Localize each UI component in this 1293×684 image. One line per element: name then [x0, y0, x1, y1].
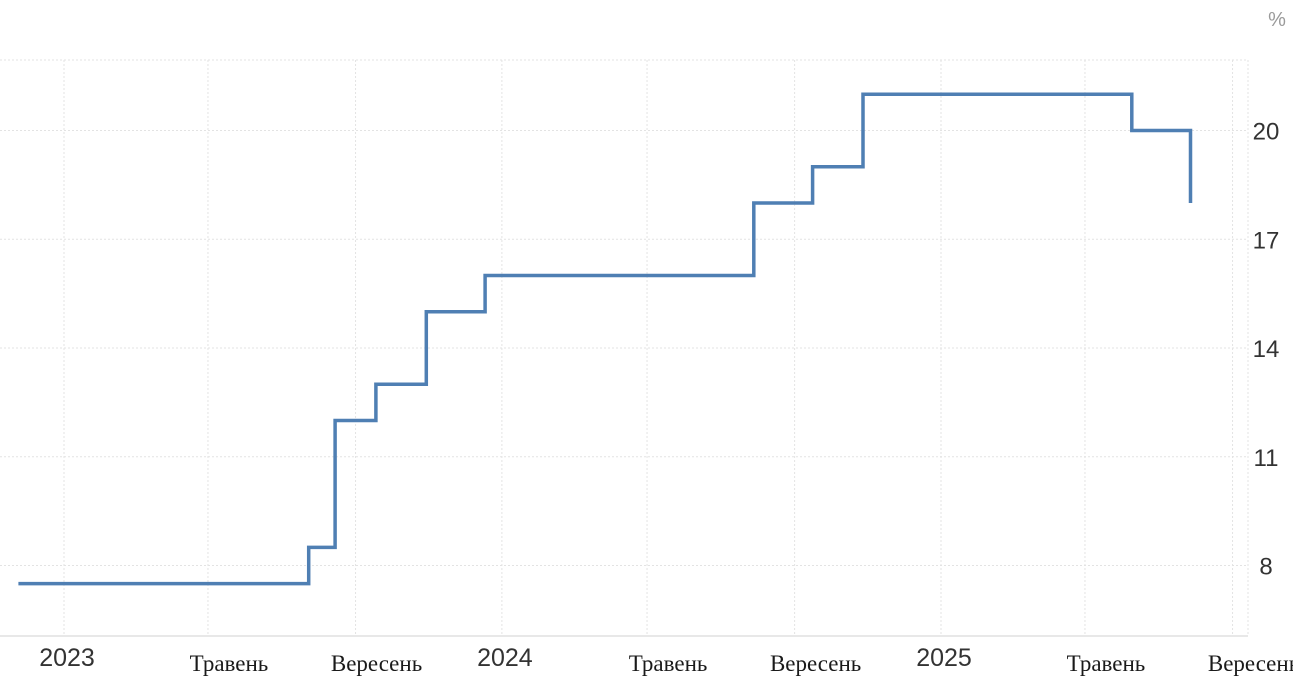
grid	[0, 59, 1249, 636]
x-tick-label-month: Травень	[629, 651, 708, 676]
y-tick-label: 8	[1259, 554, 1272, 581]
x-tick-label-month: Травень	[190, 651, 269, 676]
y-tick-label: 17	[1253, 227, 1280, 254]
x-tick-label-year: 2024	[477, 644, 533, 672]
y-tick-label: 11	[1254, 445, 1279, 472]
x-axis-labels: 2023 Травень Вересень 2024 Травень Вересень 20…	[39, 644, 1293, 676]
x-tick-label-year: 2023	[39, 644, 95, 672]
y-axis-labels: 8 11 14 17 20	[1253, 119, 1280, 581]
series-line	[18, 92, 1193, 586]
y-axis-unit-label: %	[1268, 9, 1286, 31]
y-tick-label: 20	[1253, 119, 1280, 146]
x-tick-label-month: Травень	[1067, 651, 1146, 676]
x-tick-label-year: 2025	[916, 644, 972, 672]
x-tick-label-month: Вересень	[1208, 651, 1293, 676]
y-tick-label: 14	[1253, 336, 1280, 363]
x-tick-label-month: Вересень	[770, 651, 861, 676]
series-layer	[18, 92, 1193, 586]
x-tick-label-month: Вересень	[331, 651, 422, 676]
